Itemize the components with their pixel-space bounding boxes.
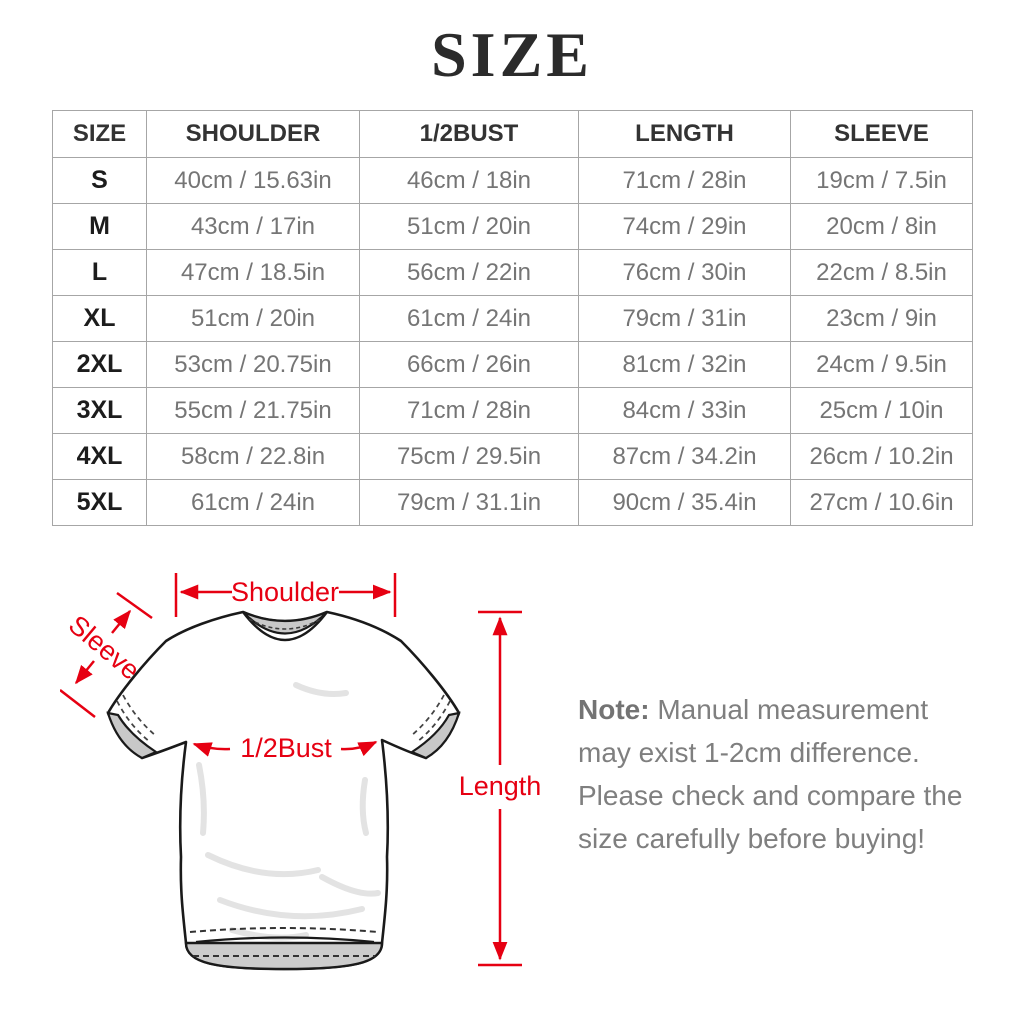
size-cell: M (52, 203, 147, 250)
measurement-cell: 53cm / 20.75in (146, 341, 360, 388)
size-cell: XL (52, 295, 147, 342)
measurement-cell: 46cm / 18in (359, 157, 579, 204)
measurement-cell: 71cm / 28in (578, 157, 791, 204)
measurement-cell: 19cm / 7.5in (790, 157, 973, 204)
table-row: XL 51cm / 20in 61cm / 24in 79cm / 31in 23cm … (52, 295, 973, 342)
measurement-cell: 23cm / 9in (790, 295, 973, 342)
size-cell: 5XL (52, 479, 147, 526)
header-shoulder: SHOULDER (146, 110, 360, 158)
header-sleeve: SLEEVE (790, 110, 973, 158)
header-length: LENGTH (578, 110, 791, 158)
note-body: Manual measurement may exist 1-2cm diffe… (578, 694, 963, 854)
measurement-cell: 27cm / 10.6in (790, 479, 973, 526)
table-row: 5XL 61cm / 24in 79cm / 31.1in 90cm / 35.4in… (52, 479, 973, 526)
length-measure: Length (459, 610, 542, 967)
header-row: SIZE SHOULDER 1/2BUST LENGTH SLEEVE (52, 110, 973, 158)
measurement-cell: 79cm / 31in (578, 295, 791, 342)
size-table-body: S 40cm / 15.63in 46cm / 18in 71cm / 28in 19c… (52, 157, 973, 526)
table-row: 4XL 58cm / 22.8in 75cm / 29.5in 87cm / 34.2… (52, 433, 973, 480)
measurement-cell: 66cm / 26in (359, 341, 579, 388)
sleeve-label: Sleeve (63, 610, 146, 686)
size-cell: 3XL (52, 387, 147, 434)
bust-label: 1/2Bust (240, 733, 332, 763)
measurement-cell: 26cm / 10.2in (790, 433, 973, 480)
table-row: 3XL 55cm / 21.75in 71cm / 28in 84cm / 33in 2… (52, 387, 973, 434)
measurement-cell: 51cm / 20in (359, 203, 579, 250)
size-table: SIZE SHOULDER 1/2BUST LENGTH SLEEVE S 40c… (52, 110, 973, 526)
measurement-cell: 47cm / 18.5in (146, 249, 360, 296)
measurement-cell: 20cm / 8in (790, 203, 973, 250)
measurement-cell: 51cm / 20in (146, 295, 360, 342)
tshirt-measurement-diagram: Shoulder Sleeve 1/2Bust Length (60, 573, 542, 971)
table-row: M 43cm / 17in 51cm / 20in 74cm / 29in 20cm /… (52, 203, 973, 250)
measurement-cell: 58cm / 22.8in (146, 433, 360, 480)
measurement-cell: 90cm / 35.4in (578, 479, 791, 526)
page-title: SIZE (431, 19, 593, 90)
measurement-cell: 25cm / 10in (790, 387, 973, 434)
table-row: S 40cm / 15.63in 46cm / 18in 71cm / 28in 19c… (52, 157, 973, 204)
tshirt-outline-drawing (106, 610, 461, 971)
measurement-cell: 81cm / 32in (578, 341, 791, 388)
measurement-cell: 76cm / 30in (578, 249, 791, 296)
measurement-cell: 61cm / 24in (359, 295, 579, 342)
bust-measure: 1/2Bust (192, 733, 378, 763)
shoulder-measure: Shoulder (174, 573, 397, 617)
size-cell: 4XL (52, 433, 147, 480)
size-cell: 2XL (52, 341, 147, 388)
measurement-cell: 22cm / 8.5in (790, 249, 973, 296)
size-cell: L (52, 249, 147, 296)
measurement-cell: 71cm / 28in (359, 387, 579, 434)
measurement-cell: 24cm / 9.5in (790, 341, 973, 388)
measurement-cell: 40cm / 15.63in (146, 157, 360, 204)
measurement-cell: 79cm / 31.1in (359, 479, 579, 526)
size-cell: S (52, 157, 147, 204)
note-prefix: Note: (578, 694, 650, 725)
size-table-header: SIZE SHOULDER 1/2BUST LENGTH SLEEVE (52, 110, 973, 158)
length-label: Length (459, 771, 542, 801)
table-row: L 47cm / 18.5in 56cm / 22in 76cm / 30in 22cm… (52, 249, 973, 296)
header-size: SIZE (52, 110, 147, 158)
measurement-cell: 61cm / 24in (146, 479, 360, 526)
measurement-cell: 84cm / 33in (578, 387, 791, 434)
measurement-cell: 75cm / 29.5in (359, 433, 579, 480)
table-row: 2XL 53cm / 20.75in 66cm / 26in 81cm / 32in 2… (52, 341, 973, 388)
note-text: Note: Manual measurement may exist 1-2cm… (578, 688, 982, 860)
shoulder-label: Shoulder (231, 577, 339, 607)
header-bust: 1/2BUST (359, 110, 579, 158)
measurement-cell: 87cm / 34.2in (578, 433, 791, 480)
measurement-cell: 55cm / 21.75in (146, 387, 360, 434)
measurement-cell: 43cm / 17in (146, 203, 360, 250)
measurement-cell: 56cm / 22in (359, 249, 579, 296)
measurement-cell: 74cm / 29in (578, 203, 791, 250)
